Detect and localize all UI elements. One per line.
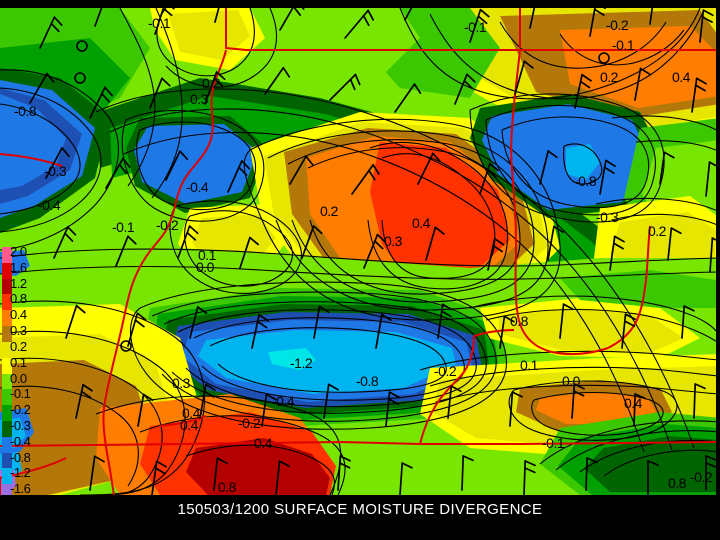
colorbar-tick-label: -0.2 [10,402,31,418]
colorbar-swatch [2,262,12,279]
station-circles [74,40,610,352]
colorbar-swatch [2,373,12,390]
fill-maximum [186,438,330,495]
fill-maximum [384,154,496,272]
colorbar-swatch [2,389,12,406]
chart-title: 150503/1200 SURFACE MOISTURE DIVERGENCE [177,501,543,518]
colorbar-swatch [2,436,12,453]
colorbar-tick-label: 0.3 [10,323,27,339]
colorbar-swatch [2,484,12,500]
colorbar-tick-label: -1.2 [10,465,31,481]
colorbar-swatch [2,247,12,263]
colorbar-swatch [2,452,12,469]
colorbar-tick-label: -0.3 [10,417,31,433]
colorbar-tick-label: 0.8 [10,291,27,307]
colorbar-tick-label: 1.6 [10,259,27,275]
colorbar-swatch [2,405,12,421]
contour-map-svg [0,8,720,495]
colorbar-swatch [2,294,12,311]
colorbar-swatch [2,310,12,327]
colorbar-swatch [2,326,12,342]
colorbar-tick-label: 0.2 [10,338,27,354]
colorbar-swatch [2,278,12,295]
fill-minimum-core [198,330,456,394]
fill-minimum-core [268,348,316,370]
colorbar-tick-label: 0.1 [10,354,27,370]
state-borders [0,8,720,495]
fill-band [560,270,720,308]
colorbar-swatch [2,420,12,437]
fill-band [536,392,656,424]
colorbar-tick-label: 0.0 [10,370,27,386]
colorbar-tick-label: 0.4 [10,307,27,323]
colorbar-tick-label: -1.6 [10,481,31,497]
right-border [716,0,720,495]
colorbar-swatch [2,357,12,374]
colorbar-tick-label: -0.8 [10,449,31,465]
colorbar [2,247,12,500]
fill-band [285,8,420,78]
colorbar-tick-label: -0.1 [10,386,31,402]
colorbar-labels: 2.0 1.6 1.2 0.8 0.4 0.3 0.2 0.1 0.0 -0.1 -0.2 -0.3-… [10,245,44,503]
fill-minimum [0,94,66,190]
map-plot-area: -0.1 -0.1 -0.2 -0.1 0.2 0.4 0.3 0.2 -0.8 -0.3 -0.4… [0,8,720,495]
colorbar-swatch [2,468,12,485]
colorbar-swatch [2,341,12,358]
title-bar: 150503/1200 SURFACE MOISTURE DIVERGENCE [0,495,720,540]
fill-maximum [596,44,690,88]
fill-minimum [608,448,716,486]
colorbar-tick-label: -0.4 [10,433,31,449]
fill-minimum-core [566,144,600,180]
wind-barbs [29,8,720,495]
colorbar-tick-label: 2.0 [10,244,27,259]
colorbar-tick-label: 1.2 [10,275,27,291]
